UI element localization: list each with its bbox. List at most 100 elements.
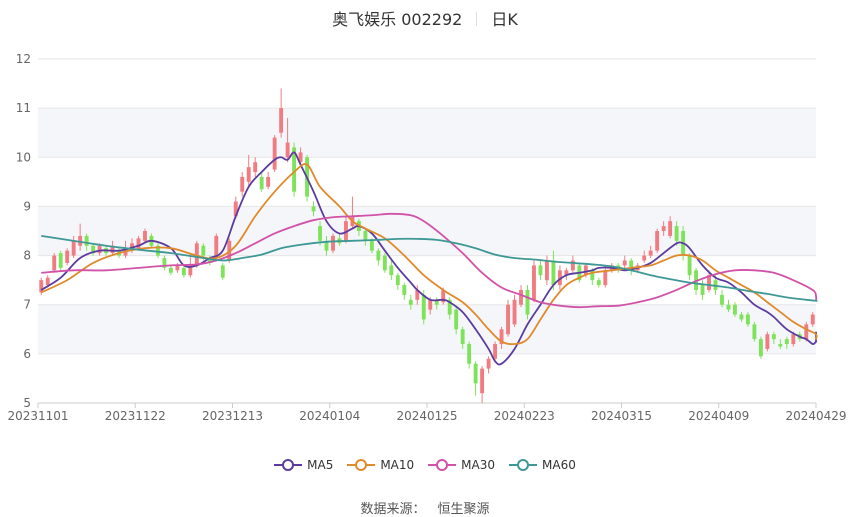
legend-marker-dot [517,459,530,471]
candle-body [91,245,96,254]
candle-body [739,314,744,320]
candle-body [415,289,420,300]
candle-body [810,314,815,325]
candle-body [434,299,439,305]
y-tick-label: 6 [23,347,31,361]
candle [486,356,491,374]
candle-body [622,260,627,266]
candle-body [752,324,757,340]
grid-lines [38,58,816,404]
candle [674,221,679,246]
candle [596,277,601,288]
candle-body [194,243,199,266]
y-tick-label: 7 [23,298,31,312]
ma-line-ma60 [41,235,818,302]
candle-body [369,240,374,251]
candle-body [298,152,303,163]
legend-item-ma5[interactable]: MA5 [274,458,333,472]
candle-body [279,108,284,133]
candle-body [720,294,724,305]
candle-body [65,250,70,263]
candle-body [382,255,387,271]
source-label: 数据来源： [360,502,426,517]
candle-body [253,162,258,173]
x-tick-label: 20231122 [105,409,166,423]
x-tick-label: 20240125 [396,409,457,423]
x-axis: 20231101 20231122 20231213 20240104 20240125… [7,402,847,423]
candle [181,265,186,278]
candle [532,260,536,303]
candle-body [480,368,485,394]
candle-body [266,176,271,187]
y-tick-label: 9 [23,199,31,213]
candle-body [188,265,193,276]
candle [642,250,647,263]
legend-marker [428,459,457,471]
data-source: 数据来源： 恒生聚源 [0,498,850,517]
candle-body [629,260,634,271]
candle-body [428,299,433,310]
plot-band [38,108,816,158]
x-tick-label: 20240315 [591,409,652,423]
legend-item-ma30[interactable]: MA30 [428,458,495,472]
candle [292,142,297,197]
candle-body [745,314,750,325]
y-axis: 5 6 7 8 9 10 11 12 [16,52,31,410]
candle-body [272,137,277,170]
candle-body [175,265,180,271]
plot-bands [38,108,816,354]
candle [155,243,160,259]
legend: MA5 MA10 MA30 MA60 [0,458,850,475]
candle [778,339,783,349]
candle-body [240,176,245,192]
candle [784,336,789,349]
candle-body [557,270,562,286]
candle [344,216,348,244]
candle [376,248,381,266]
candle [143,228,147,244]
candle-body [544,260,549,281]
candle [506,299,510,337]
candle [78,223,83,251]
candle [467,341,472,369]
candle-body [181,267,186,276]
candle-body [155,245,160,256]
candle [771,331,776,345]
candle [382,253,387,273]
candle-body [246,167,251,182]
candle-body [655,231,660,251]
source-value: 恒生聚源 [437,502,490,517]
candle [259,172,264,192]
candle [454,307,459,335]
y-tick-label: 12 [16,52,31,66]
candle-body [136,238,141,249]
stock-name-code: 奥飞娱乐 002292 [332,10,463,29]
candle-body [648,250,653,256]
candle [525,285,530,320]
candle-body [402,285,407,295]
candle [402,282,407,300]
candle [363,228,368,246]
candle [246,154,251,187]
candle [220,262,225,281]
candle [648,245,653,259]
legend-item-ma60[interactable]: MA60 [509,458,576,472]
candle-body [538,265,543,276]
candle-body [454,309,459,330]
candle-body [804,324,809,340]
chart-title: 奥飞娱乐 002292 日K [0,6,850,30]
y-tick-label: 5 [23,396,31,410]
candle-body [707,275,711,290]
candle-body [596,280,601,286]
legend-item-ma10[interactable]: MA10 [347,458,414,472]
plot-band [38,304,816,354]
candle-body [674,226,679,241]
candle-body [143,231,147,241]
x-tick-label: 20240223 [494,409,555,423]
candle [707,270,711,293]
candle-body [519,289,523,305]
candle-body [771,334,776,340]
ma-line-ma30 [41,212,818,309]
candle [745,312,750,327]
